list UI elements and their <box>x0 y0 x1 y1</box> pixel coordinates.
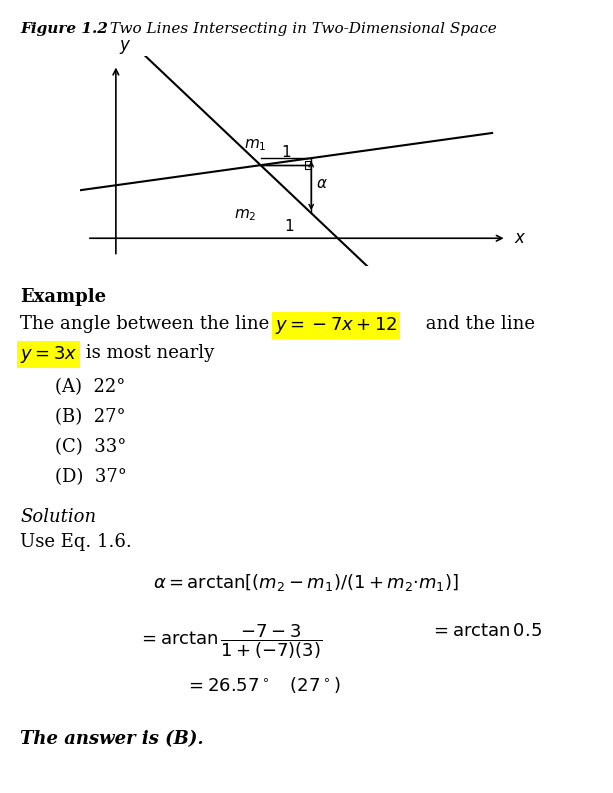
Text: $y$: $y$ <box>120 37 132 56</box>
Text: 1: 1 <box>284 219 294 234</box>
Text: $\alpha$: $\alpha$ <box>316 176 328 191</box>
Text: The answer is (B).: The answer is (B). <box>20 730 204 748</box>
Text: $\alpha = \mathrm{arctan}[(m_2 - m_1)/(1 + m_2{\cdot}m_1)]$: $\alpha = \mathrm{arctan}[(m_2 - m_1)/(1… <box>153 572 459 593</box>
Text: is most nearly: is most nearly <box>80 344 215 362</box>
Text: The angle between the line: The angle between the line <box>20 315 275 333</box>
Text: $= \mathrm{arctan}\,0.5$: $= \mathrm{arctan}\,0.5$ <box>430 622 542 640</box>
Text: $y = -7x + 12$: $y = -7x + 12$ <box>275 315 398 336</box>
Text: $x$: $x$ <box>514 229 526 247</box>
Text: 1: 1 <box>281 144 291 159</box>
Text: (B)  27°: (B) 27° <box>55 408 126 426</box>
Text: (D)  37°: (D) 37° <box>55 468 127 486</box>
Text: Use Eq. 1.6.: Use Eq. 1.6. <box>20 533 132 551</box>
Text: $= 26.57^\circ \quad (27^\circ)$: $= 26.57^\circ \quad (27^\circ)$ <box>185 675 340 695</box>
Text: Two Lines Intersecting in Two-Dimensional Space: Two Lines Intersecting in Two-Dimensiona… <box>105 22 497 36</box>
Text: (C)  33°: (C) 33° <box>55 438 126 456</box>
Text: Solution: Solution <box>20 508 96 526</box>
Text: and the line: and the line <box>420 315 535 333</box>
Text: $y=3x$: $y=3x$ <box>20 344 77 365</box>
Text: Figure 1.2: Figure 1.2 <box>20 22 108 36</box>
Text: $m_2$: $m_2$ <box>234 208 257 224</box>
Text: $= \mathrm{arctan}\,\dfrac{-7-3}{1+(-7)(3)}$: $= \mathrm{arctan}\,\dfrac{-7-3}{1+(-7)(… <box>138 622 322 661</box>
Text: (A)  22°: (A) 22° <box>55 378 126 396</box>
Text: Example: Example <box>20 288 106 306</box>
Text: $m_1$: $m_1$ <box>244 137 267 152</box>
